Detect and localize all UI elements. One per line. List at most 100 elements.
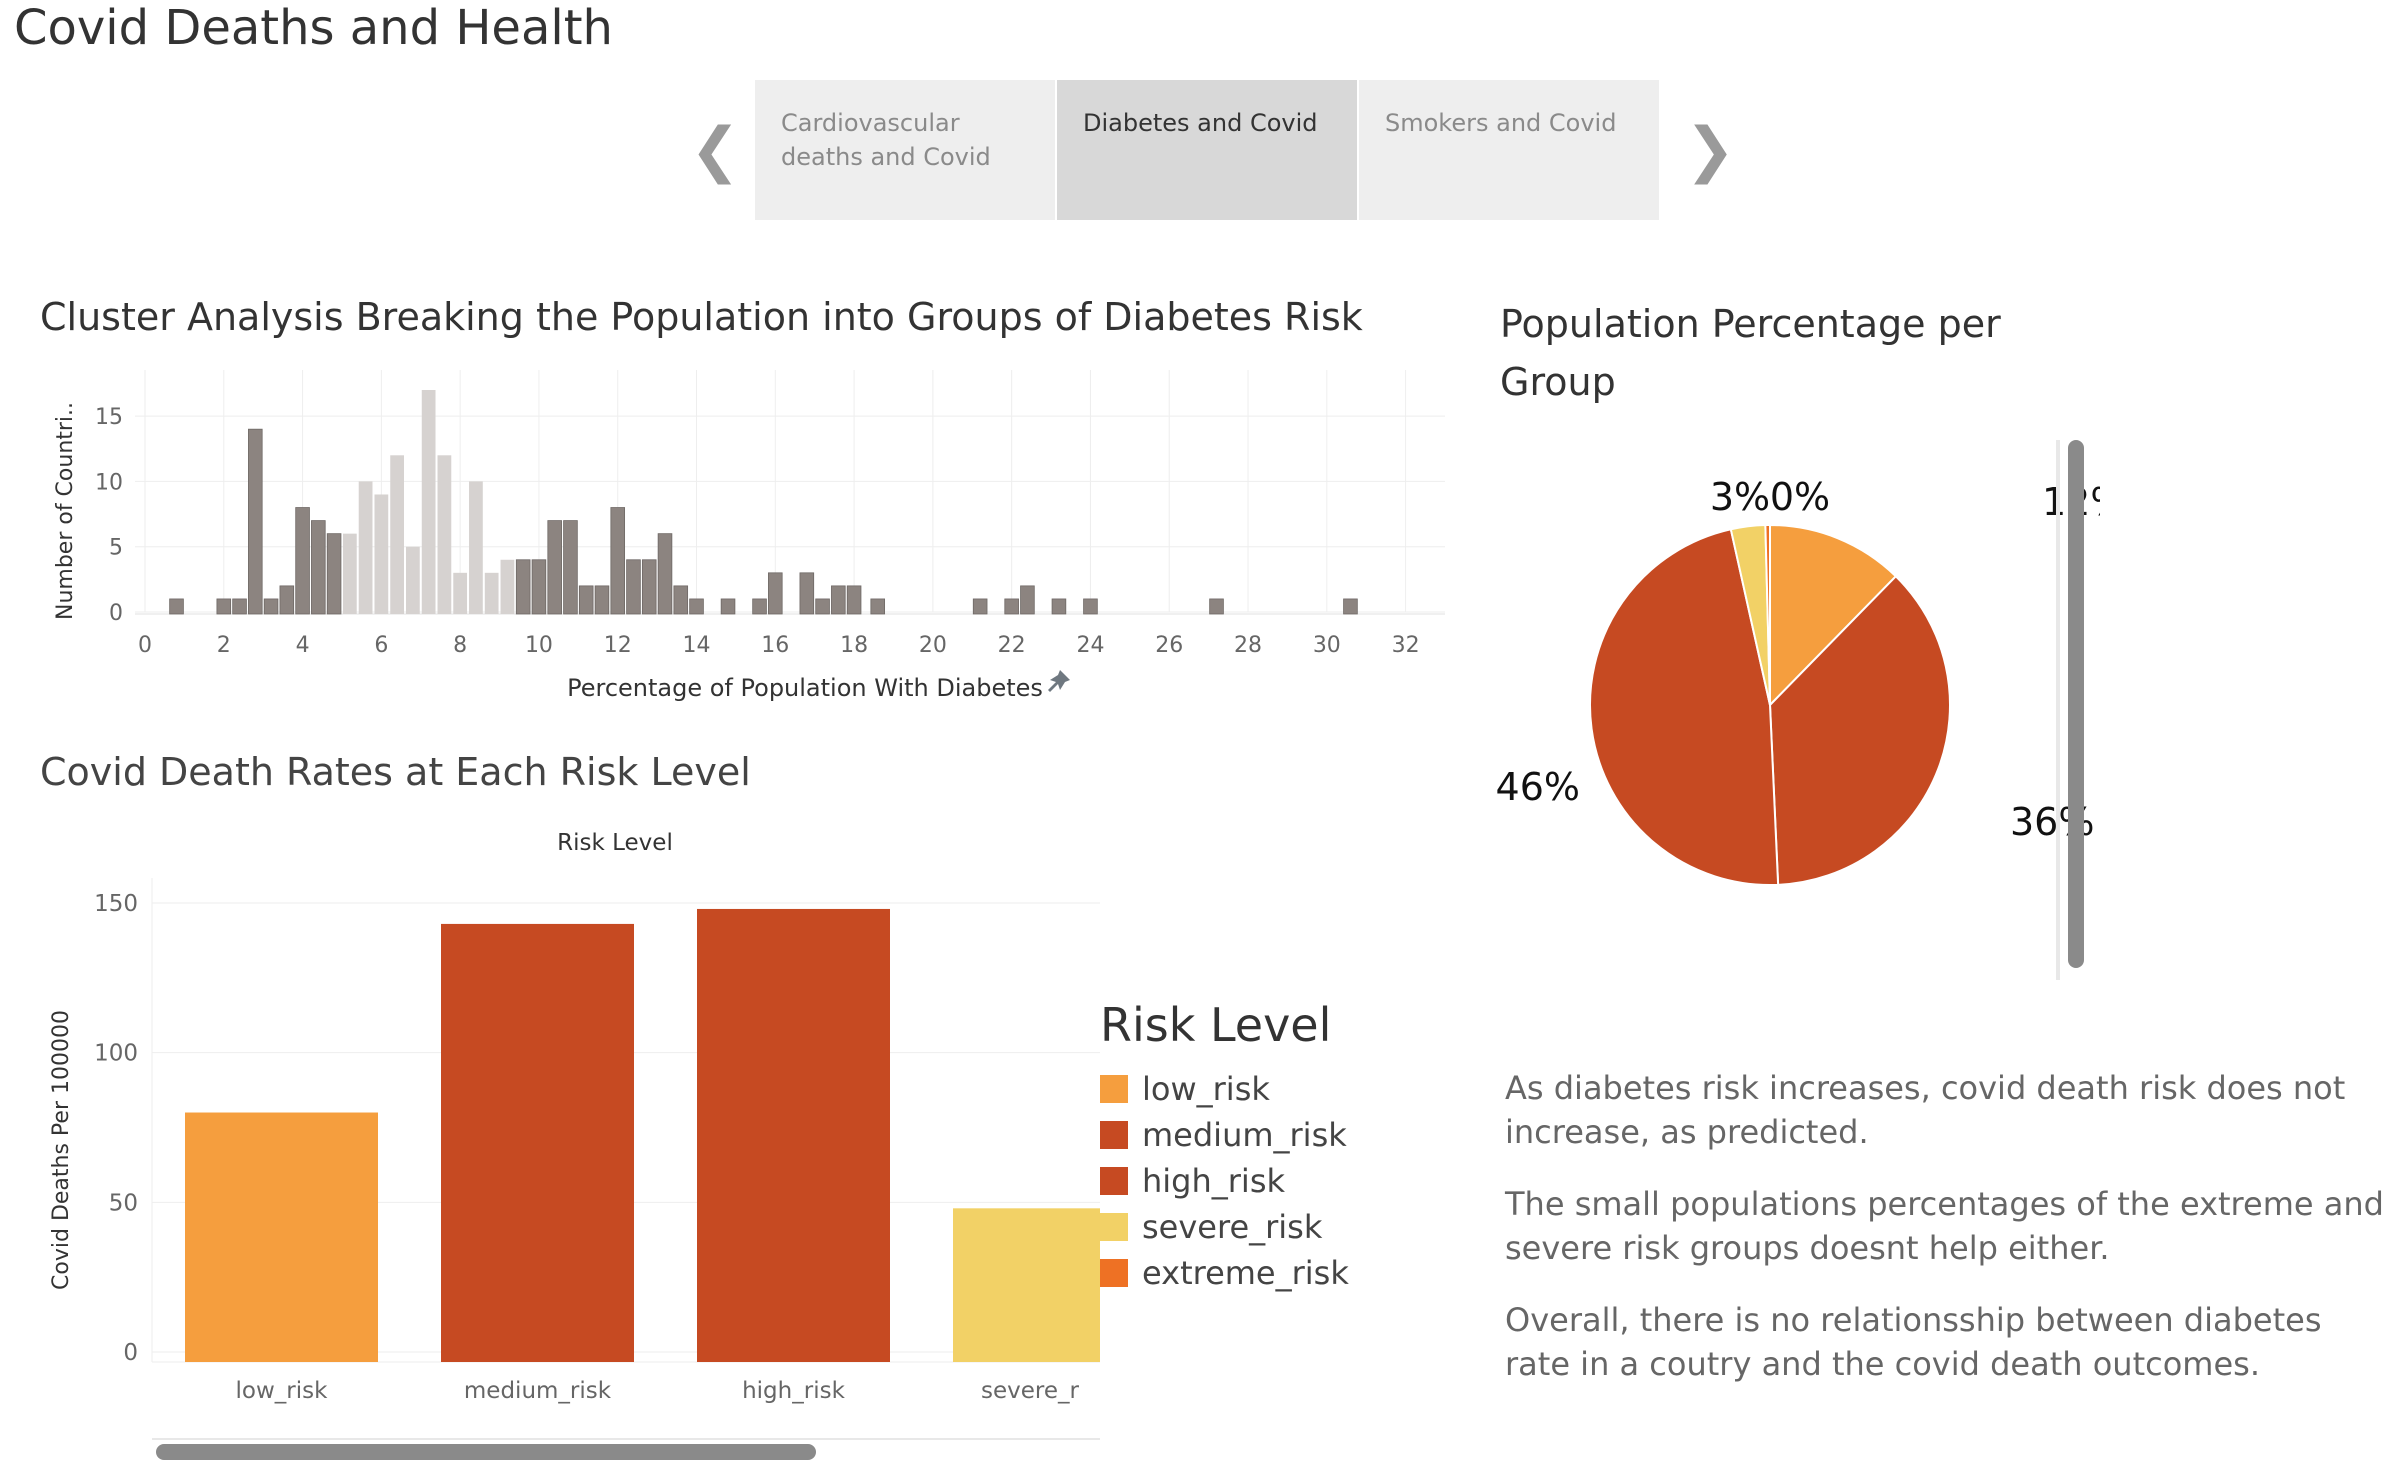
histogram-x-tick-label: 6 [374, 633, 388, 658]
histogram-bar[interactable] [831, 585, 846, 615]
histogram-bar[interactable] [421, 390, 436, 614]
histogram-bar[interactable] [626, 559, 641, 615]
legend-label: extreme_risk [1142, 1254, 1349, 1292]
histogram-bar[interactable] [1004, 598, 1019, 615]
tab-label-line1: Cardiovascular [781, 109, 960, 137]
histogram-bar[interactable] [406, 546, 420, 614]
histogram-bar[interactable] [484, 572, 499, 614]
histogram-bar[interactable] [279, 585, 295, 615]
legend-swatch [1100, 1167, 1128, 1195]
histogram-bar[interactable] [263, 598, 279, 615]
bar-y-tick-label: 150 [94, 891, 138, 917]
pie-slice-medium-risk[interactable] [1768, 574, 1951, 886]
histogram-title: Cluster Analysis Breaking the Population… [40, 295, 1363, 339]
pie-slice-extreme-risk[interactable] [1764, 523, 1771, 706]
histogram-x-ticks: 0 2 4 6 8 10 12 14 16 18 20 22 24 26 28 30 32 [138, 633, 1420, 658]
tab-diabetes-and-covid[interactable]: Diabetes and Covid [1057, 80, 1357, 220]
histogram-bar[interactable] [232, 598, 247, 615]
horizontal-scrollbar[interactable] [156, 1444, 816, 1460]
pie-title-line2: Group [1500, 360, 1616, 404]
tab-cardiovascular-deaths-and-covid[interactable]: Cardiovascular deaths and Covid [755, 80, 1055, 220]
legend-item-medium-risk[interactable]: medium_risk [1100, 1112, 1349, 1158]
histogram-bar[interactable] [870, 598, 886, 615]
histogram-x-tick-label: 12 [604, 633, 632, 658]
bar-y-tick-label: 100 [94, 1041, 138, 1067]
histogram-bar[interactable] [752, 598, 767, 615]
page-title: Covid Deaths and Health [14, 0, 613, 56]
chevron-left-icon[interactable]: ❮ [690, 115, 741, 185]
histogram-bar[interactable] [216, 598, 232, 615]
histogram-bar[interactable] [531, 559, 547, 615]
bar-severe-r[interactable] [953, 1208, 1100, 1362]
chevron-right-icon[interactable]: ❯ [1685, 115, 1736, 185]
legend-item-severe-risk[interactable]: severe_risk [1100, 1204, 1349, 1250]
legend: Risk Level low_risk medium_risk high_ris… [1100, 998, 1349, 1296]
histogram-bar[interactable] [437, 455, 452, 614]
histogram-bar[interactable] [1051, 598, 1067, 615]
legend-item-low-risk[interactable]: low_risk [1100, 1066, 1349, 1112]
histogram-bar[interactable] [453, 572, 468, 614]
vertical-scrollbar[interactable] [2068, 440, 2084, 968]
histogram-bar[interactable] [295, 507, 310, 615]
histogram-bar[interactable] [610, 507, 626, 615]
scrollbar-track [2056, 440, 2060, 980]
histogram-x-tick-label: 20 [919, 633, 947, 658]
histogram-x-tick-label: 10 [525, 633, 553, 658]
bar-high-risk[interactable] [697, 908, 890, 1362]
histogram-bar[interactable] [689, 598, 704, 615]
histogram-bar[interactable] [578, 585, 594, 615]
histogram-bar[interactable] [469, 481, 483, 614]
histogram-bar[interactable] [311, 520, 326, 615]
legend-label: severe_risk [1142, 1208, 1323, 1246]
histogram-x-axis-label: Percentage of Population With Diabetes [567, 674, 1043, 702]
histogram-bar[interactable] [1209, 598, 1224, 615]
bar-y-tick-label: 50 [109, 1190, 138, 1216]
bar-y-axis-label: Covid Deaths Per 100000 [49, 1010, 74, 1290]
histogram-bar[interactable] [374, 494, 389, 614]
histogram-bar[interactable] [342, 533, 357, 614]
histogram-bar[interactable] [248, 428, 263, 615]
pie-label: 0% [1770, 475, 1830, 519]
histogram-bar[interactable] [799, 572, 815, 615]
histogram-x-tick-label: 22 [998, 633, 1026, 658]
histogram-bar[interactable] [657, 533, 673, 615]
histogram-bar[interactable] [358, 481, 373, 614]
histogram-bar[interactable] [1020, 585, 1035, 615]
histogram-bar[interactable] [815, 598, 830, 615]
histogram-bar[interactable] [720, 598, 736, 615]
summary-paragraph-1: As diabetes risk increases, covid death … [1505, 1069, 2346, 1151]
histogram-y-axis-label: Number of Countri.. [53, 402, 78, 620]
pie-label: 3% [1710, 475, 1770, 519]
bar-medium-risk[interactable] [441, 923, 634, 1362]
histogram-bar[interactable] [326, 533, 342, 615]
histogram-bar[interactable] [547, 520, 562, 615]
tab-label: Smokers and Covid [1385, 109, 1617, 137]
bar-x-ticks: low_risk medium_risk high_risk severe_r [236, 1378, 1080, 1404]
tab-smokers-and-covid[interactable]: Smokers and Covid [1359, 80, 1659, 220]
legend-title: Risk Level [1100, 998, 1332, 1052]
legend-item-high-risk[interactable]: high_risk [1100, 1158, 1349, 1204]
histogram-x-tick-label: 26 [1155, 633, 1183, 658]
histogram-bar[interactable] [594, 585, 610, 615]
histogram-bar[interactable] [390, 455, 404, 614]
pie-slice-low-risk[interactable] [1769, 523, 1898, 708]
histogram-bar[interactable] [563, 520, 578, 615]
bar-x-tick-label: high_risk [742, 1378, 845, 1404]
pie-slice-high-risk[interactable] [1589, 528, 1780, 886]
histogram-bar[interactable] [169, 598, 184, 615]
histogram-bar[interactable] [972, 598, 988, 615]
histogram-bar[interactable] [641, 559, 657, 615]
pin-icon[interactable] [1048, 670, 1070, 692]
pie-label: 46% [1496, 765, 1580, 809]
histogram-bar[interactable] [500, 559, 515, 614]
histogram-bar[interactable] [673, 585, 689, 615]
legend-swatch [1100, 1121, 1128, 1149]
histogram-x-tick-label: 28 [1234, 633, 1262, 658]
histogram-bar[interactable] [1343, 598, 1358, 615]
histogram-bar[interactable] [1083, 598, 1098, 615]
legend-item-extreme-risk[interactable]: extreme_risk [1100, 1250, 1349, 1296]
histogram-bar[interactable] [768, 572, 783, 615]
histogram-bar[interactable] [515, 559, 531, 615]
bar-low-risk[interactable] [185, 1112, 378, 1362]
histogram-bar[interactable] [846, 585, 862, 615]
